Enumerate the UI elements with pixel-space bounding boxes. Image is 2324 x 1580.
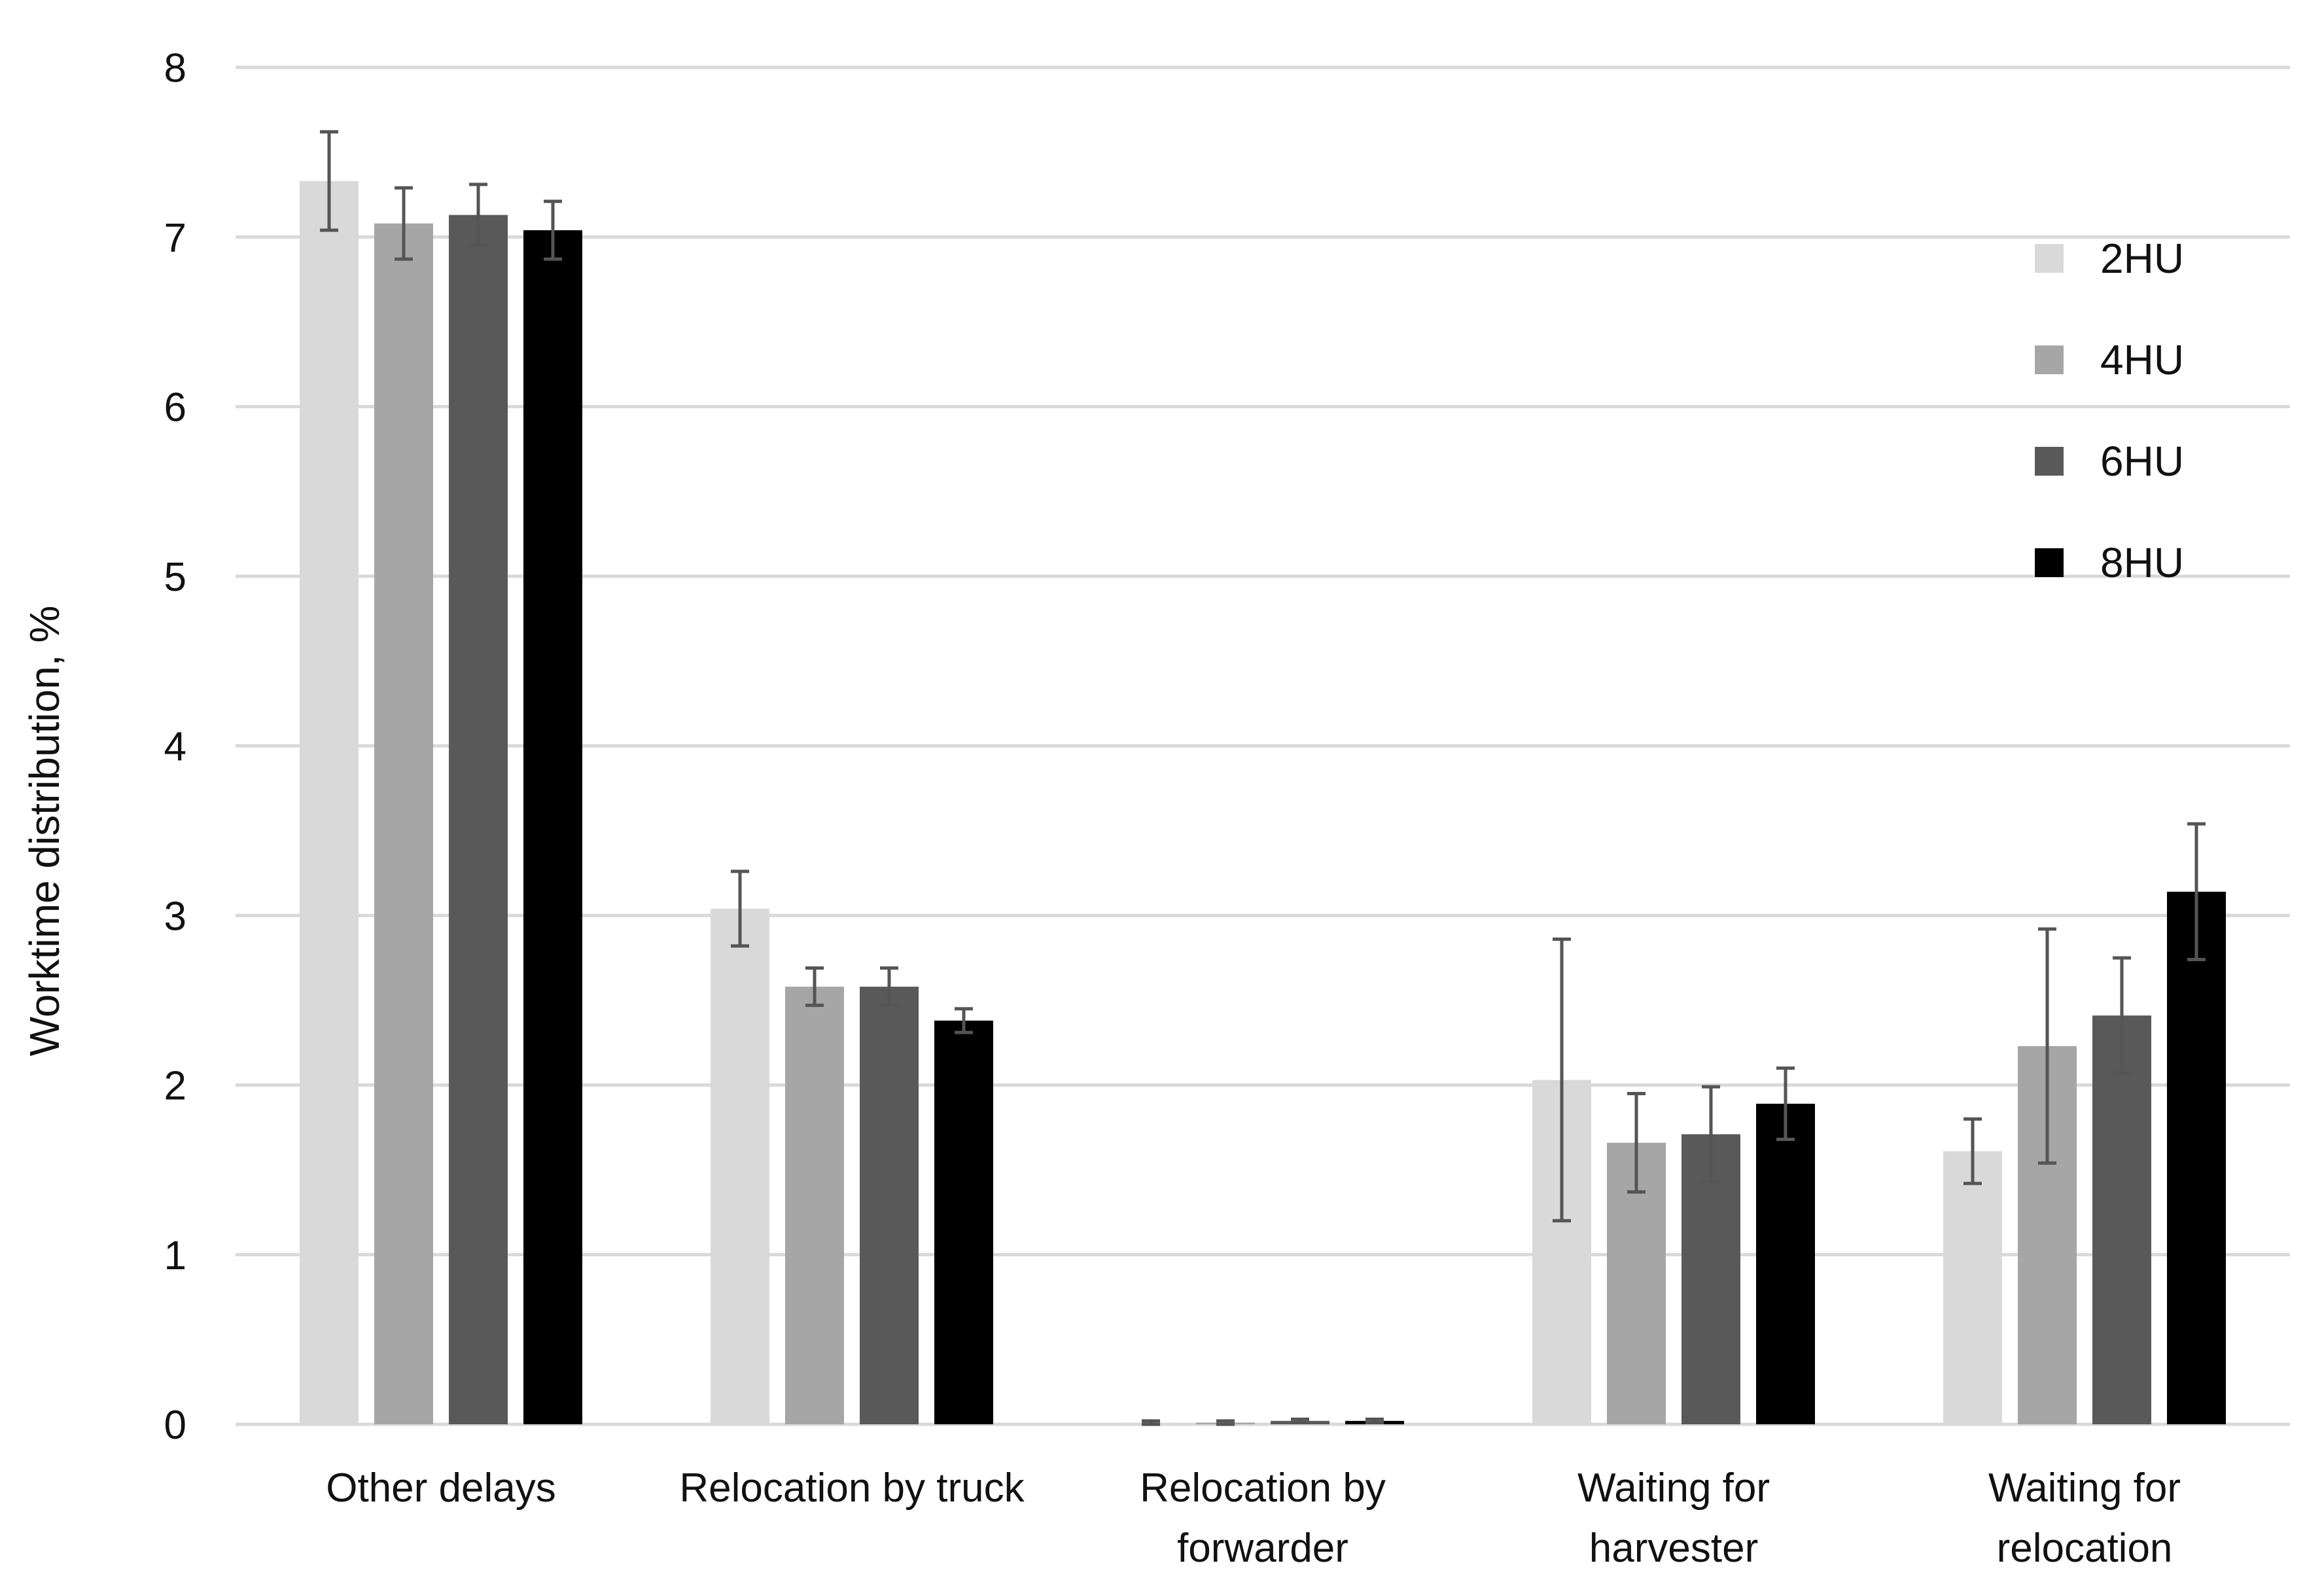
error-bars <box>320 130 2206 1426</box>
y-tick-label: 5 <box>164 555 186 600</box>
y-tick-label: 1 <box>164 1233 186 1278</box>
bars <box>300 181 2226 1424</box>
y-tick-label: 2 <box>164 1064 186 1109</box>
bar-6hu-1 <box>860 987 919 1424</box>
bar-8hu-4 <box>2167 891 2226 1424</box>
y-tick-label: 3 <box>164 894 186 939</box>
x-category-label: relocation <box>1997 1526 2173 1571</box>
bar-2hu-0 <box>300 181 359 1424</box>
x-category-label: Waiting for <box>1577 1466 1770 1511</box>
x-axis-categories: Other delays Relocation by truck Relocatio… <box>326 1466 2181 1571</box>
y-tick-label: 8 <box>164 46 186 91</box>
x-category-label: Relocation by truck <box>679 1466 1025 1511</box>
y-tick-label: 7 <box>164 215 186 260</box>
x-category-label: forwarder <box>1177 1526 1348 1571</box>
bar-4hu-1 <box>785 987 844 1424</box>
legend-swatch-6hu <box>2035 447 2064 476</box>
bar-6hu-0 <box>449 215 508 1424</box>
y-axis-title: Worktime distribution, % <box>21 606 68 1057</box>
x-category-label: Relocation by <box>1140 1466 1386 1511</box>
legend-swatch-8hu <box>2035 548 2064 577</box>
legend-swatch-2hu <box>2035 244 2064 273</box>
bar-2hu-4 <box>1943 1151 2002 1424</box>
legend-swatch-4hu <box>2035 345 2064 374</box>
y-axis-ticks: 0 1 2 3 4 5 6 7 8 <box>164 46 186 1448</box>
y-tick-label: 6 <box>164 385 186 430</box>
legend-label-2hu: 2HU <box>2100 235 2184 282</box>
y-tick-label: 0 <box>164 1403 186 1448</box>
x-category-label: Other delays <box>326 1466 556 1511</box>
legend-label-8hu: 8HU <box>2100 539 2184 586</box>
legend: 2HU 4HU 6HU 8HU <box>2035 235 2184 586</box>
bar-8hu-0 <box>523 230 582 1424</box>
x-category-label: Waiting for <box>1988 1466 2181 1511</box>
y-tick-label: 4 <box>164 724 186 769</box>
bar-8hu-1 <box>934 1020 993 1424</box>
bar-2hu-1 <box>711 908 769 1424</box>
bar-4hu-0 <box>374 223 433 1424</box>
bar-6hu-4 <box>2092 1015 2151 1424</box>
legend-label-6hu: 6HU <box>2100 438 2184 485</box>
legend-label-4hu: 4HU <box>2100 336 2184 383</box>
x-category-label: harvester <box>1589 1526 1758 1571</box>
bar-8hu-3 <box>1756 1104 1815 1424</box>
